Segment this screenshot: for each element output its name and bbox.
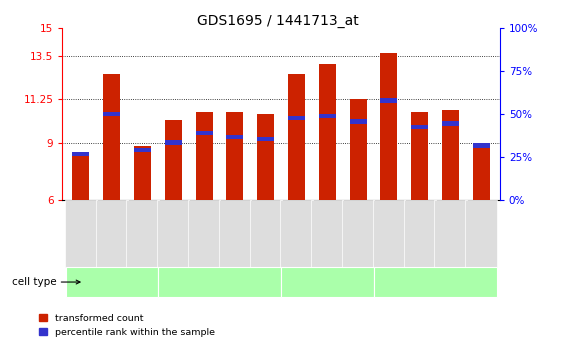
Text: germinal center B
cells: germinal center B cells — [287, 272, 368, 292]
Bar — [257, 114, 274, 200]
Text: GSM94766: GSM94766 — [327, 212, 336, 256]
Text: naive B cells: naive B cells — [83, 277, 140, 287]
Bar — [165, 140, 182, 145]
Bar — [134, 148, 151, 152]
Bar — [73, 152, 89, 200]
Bar — [257, 137, 274, 141]
Text: GSM94741: GSM94741 — [81, 212, 90, 256]
Legend: transformed count, percentile rank within the sample: transformed count, percentile rank withi… — [39, 314, 215, 337]
Bar — [411, 125, 428, 129]
Bar — [288, 73, 305, 200]
Bar — [288, 116, 305, 120]
Bar — [103, 73, 120, 200]
Text: GSM94767: GSM94767 — [358, 212, 367, 256]
Bar — [319, 114, 336, 118]
Bar — [473, 142, 490, 200]
Text: GSM94772: GSM94772 — [481, 212, 490, 256]
Text: GSM94763: GSM94763 — [235, 212, 244, 256]
Bar — [381, 98, 398, 102]
Text: memory B cells: memory B cells — [400, 277, 470, 287]
Bar — [411, 112, 428, 200]
Bar — [73, 152, 89, 156]
Bar — [319, 64, 336, 200]
Bar — [134, 146, 151, 200]
Text: GSM94747: GSM94747 — [173, 212, 182, 256]
Text: GSM94771: GSM94771 — [450, 212, 460, 256]
Bar — [227, 112, 244, 200]
Bar — [227, 135, 244, 139]
Bar — [442, 121, 459, 126]
Bar — [381, 52, 398, 200]
Text: GSM94762: GSM94762 — [204, 212, 213, 256]
Bar — [196, 112, 212, 200]
Text: GSM94745: GSM94745 — [143, 212, 152, 256]
Bar — [350, 119, 366, 124]
Bar — [350, 99, 366, 200]
Bar — [165, 120, 182, 200]
Text: GSM94744: GSM94744 — [112, 212, 121, 256]
Text: cell type: cell type — [12, 277, 57, 287]
Bar — [103, 112, 120, 116]
Bar — [473, 144, 490, 148]
Bar — [196, 131, 212, 135]
Bar — [442, 110, 459, 200]
Text: GSM94768: GSM94768 — [389, 212, 398, 256]
Text: GDS1695 / 1441713_at: GDS1695 / 1441713_at — [198, 14, 359, 28]
Text: GSM94769: GSM94769 — [420, 212, 429, 256]
Text: plasma B cells: plasma B cells — [187, 277, 252, 287]
Text: GSM94765: GSM94765 — [296, 212, 306, 256]
Text: GSM94764: GSM94764 — [266, 212, 275, 256]
